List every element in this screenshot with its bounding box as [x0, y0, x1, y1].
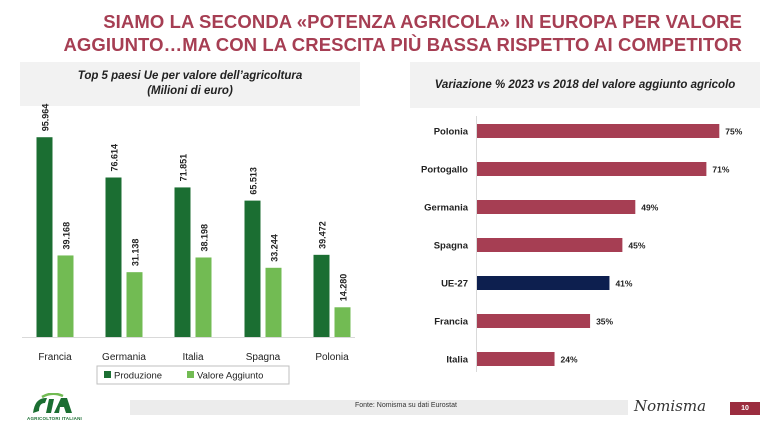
logo-caption: AGRICOLTORI ITALIANI — [27, 416, 82, 421]
legend-swatch-1 — [187, 371, 194, 378]
category-label-italia: Italia — [446, 355, 468, 366]
legend-swatch-0 — [104, 371, 111, 378]
bar-italia — [477, 352, 555, 366]
bar-valore-aggiunto-spagna — [265, 267, 282, 337]
tick-label-polonia: Polonia — [315, 352, 349, 363]
bar-polonia — [477, 124, 720, 138]
data-label: 33.244 — [270, 234, 280, 262]
category-label-spagna: Spagna — [434, 241, 469, 252]
bar-valore-aggiunto-polonia — [334, 307, 351, 337]
left-chart-title-line-2: (Milioni di euro) — [147, 85, 233, 97]
bar-valore-aggiunto-francia — [57, 255, 74, 337]
title-line-2: AGGIUNTO…MA CON LA CRESCITA PIÙ BASSA RI… — [63, 34, 742, 55]
category-label-francia: Francia — [434, 317, 469, 328]
data-label: 75% — [725, 127, 742, 137]
legend-label: Produzione — [114, 371, 162, 382]
data-label: 71.851 — [179, 154, 189, 182]
source-note: Fonte: Nomisma su dati Eurostat — [355, 402, 457, 409]
category-label-portogallo: Portogallo — [421, 165, 468, 176]
bar-produzione-francia — [36, 137, 53, 337]
bar-produzione-polonia — [313, 254, 330, 337]
data-label: 24% — [561, 355, 578, 365]
bar-spagna — [477, 238, 623, 252]
data-label: 76.614 — [110, 144, 120, 172]
tick-label-francia: Francia — [38, 352, 72, 363]
bar-produzione-italia — [174, 187, 191, 337]
tick-label-spagna: Spagna — [246, 352, 281, 363]
page-number: 10 — [730, 402, 760, 415]
left-chart-header: Top 5 paesi Ue per valore dell’agricoltu… — [20, 62, 360, 106]
legend-label: Valore Aggiunto — [197, 371, 263, 382]
left-chart-title-line-1: Top 5 paesi Ue per valore dell’agricoltu… — [77, 70, 303, 82]
bar-valore-aggiunto-germania — [126, 272, 143, 337]
data-label: 35% — [596, 317, 613, 327]
bar-valore-aggiunto-italia — [195, 257, 212, 337]
bar-produzione-spagna — [244, 200, 261, 337]
data-label: 39.472 — [318, 221, 328, 249]
bar-ue-27 — [477, 276, 610, 290]
title-line-1: SIAMO LA SECONDA «POTENZA AGRICOLA» IN E… — [103, 11, 742, 32]
category-label-ue-27: UE-27 — [441, 279, 468, 290]
tick-label-germania: Germania — [102, 352, 146, 363]
data-label: 38.198 — [200, 224, 210, 252]
data-label: 14.280 — [339, 274, 349, 302]
bar-francia — [477, 314, 591, 328]
tick-label-italia: Italia — [182, 352, 204, 363]
right-chart-title: Variazione % 2023 vs 2018 del valore agg… — [434, 78, 736, 91]
category-label-polonia: Polonia — [434, 127, 469, 138]
data-label: 39.168 — [62, 222, 72, 250]
data-label: 41% — [615, 279, 632, 289]
right-chart-header: Variazione % 2023 vs 2018 del valore agg… — [410, 62, 760, 108]
data-label: 95.964 — [41, 104, 51, 132]
data-label: 45% — [628, 241, 645, 251]
bar-portogallo — [477, 162, 707, 176]
footer-bar — [130, 400, 628, 415]
bar-produzione-germania — [105, 177, 122, 337]
nomisma-logo: Nomisma — [634, 397, 707, 415]
data-label: 49% — [641, 203, 658, 213]
bar-germania — [477, 200, 636, 214]
category-label-germania: Germania — [424, 203, 469, 214]
data-label: 65.513 — [249, 167, 259, 195]
data-label: 71% — [712, 165, 729, 175]
data-label: 31.138 — [131, 239, 141, 267]
cia-logo-icon — [33, 393, 72, 413]
slide-title: SIAMO LA SECONDA «POTENZA AGRICOLA» IN E… — [22, 10, 742, 56]
